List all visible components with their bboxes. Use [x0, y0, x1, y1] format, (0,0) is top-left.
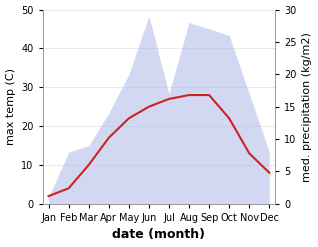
X-axis label: date (month): date (month): [113, 228, 205, 242]
Y-axis label: max temp (C): max temp (C): [5, 68, 16, 145]
Y-axis label: med. precipitation (kg/m2): med. precipitation (kg/m2): [302, 32, 313, 182]
